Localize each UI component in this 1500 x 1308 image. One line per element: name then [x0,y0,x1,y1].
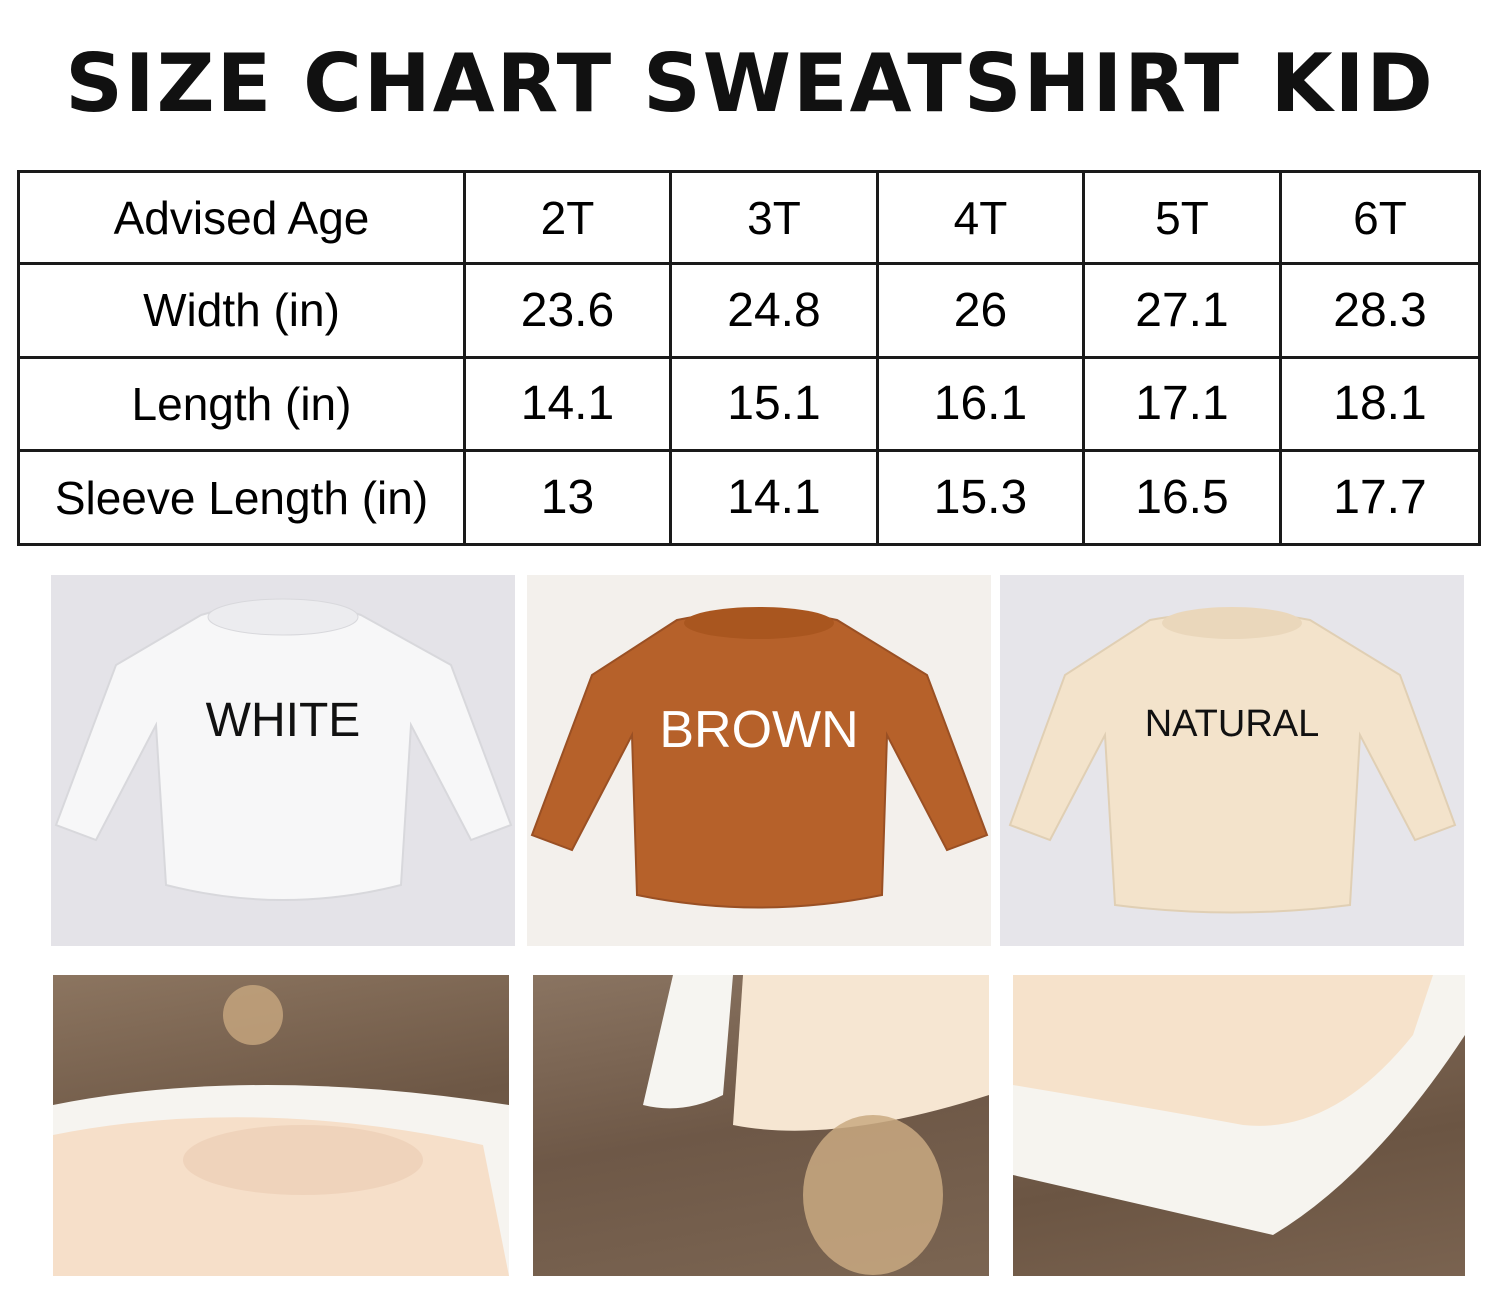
table-row: Width (in) 23.6 24.8 26 27.1 28.3 [17,262,1481,359]
cell: 14.1 [669,449,879,546]
sleeves-closeup-illustration [643,975,989,1275]
table-row: Sleeve Length (in) 13 14.1 15.3 16.5 17.… [17,449,1481,546]
cell: 24.8 [669,262,879,359]
collar-closeup-illustration [53,985,509,1276]
cell: 17.1 [1082,355,1282,453]
cell: 13 [463,449,672,546]
page-title: SIZE CHART SWEATSHIRT KID [65,37,1435,130]
lifestyle-photo-hem [1013,975,1465,1276]
cell: 14.1 [463,355,672,453]
cell: 23.6 [463,262,672,359]
cell: 15.3 [876,449,1085,546]
header-cell: 4T [876,169,1085,266]
cell: 28.3 [1279,262,1481,359]
header-cell: 3T [669,169,879,266]
header-cell: 6T [1279,169,1481,266]
hem-closeup-illustration [1013,975,1465,1235]
header-cell: 5T [1082,169,1282,266]
size-chart-table: Advised Age 2T 3T 4T 5T 6T Width (in) 23… [17,169,1481,546]
sweatshirt-illustration [1008,607,1457,914]
cell: 15.1 [669,355,879,453]
white-sweatshirt-photo: WHITE [51,575,515,946]
row-label: Width (in) [17,262,466,359]
natural-sweatshirt-photo: NATURAL [1000,575,1464,946]
header-cell: Advised Age [17,169,466,266]
brown-sweatshirt-photo: BROWN [527,575,991,946]
cell: 16.1 [876,355,1085,453]
color-label-brown: BROWN [659,701,859,759]
row-label: Length (in) [17,355,466,453]
table-row: Length (in) 14.1 15.1 16.1 17.1 18.1 [17,355,1481,453]
cell: 16.5 [1082,449,1282,546]
table-header-row: Advised Age 2T 3T 4T 5T 6T [17,169,1481,266]
color-label-white: WHITE [205,694,361,747]
cell: 17.7 [1279,449,1481,546]
row-label: Sleeve Length (in) [17,449,466,546]
color-label-natural: NATURAL [1144,703,1320,745]
lifestyle-photo-sleeves [533,975,989,1276]
sweatshirt-illustration [54,598,513,901]
header-cell: 2T [463,169,672,266]
lifestyle-photo-collar [53,975,509,1276]
cell: 26 [876,262,1085,359]
cell: 18.1 [1279,355,1481,453]
cell: 27.1 [1082,262,1282,359]
sweatshirt-illustration [530,607,989,909]
